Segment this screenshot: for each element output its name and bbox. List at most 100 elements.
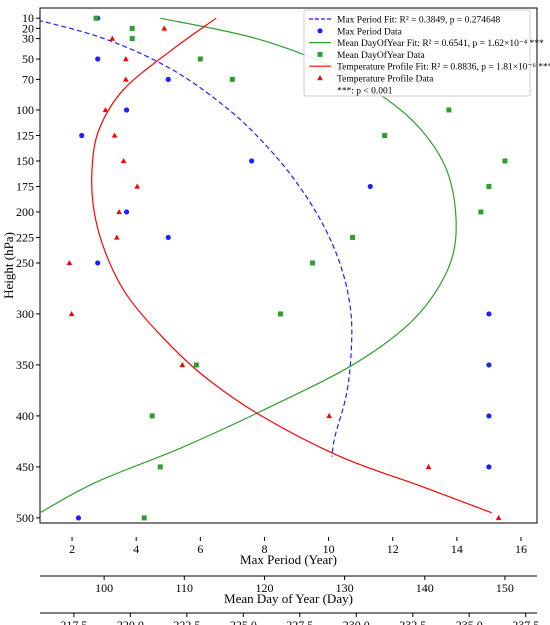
legend-key-marker xyxy=(317,51,323,57)
y-tick-label: 20 xyxy=(22,21,34,35)
mean-dayofyear-point xyxy=(129,36,135,42)
temperature-point xyxy=(116,208,122,215)
y-tick-label: 125 xyxy=(16,128,34,142)
legend-entry: Max Period Fit: R² = 0.3849, p = 0.27464… xyxy=(337,16,500,26)
x-tick-label-3: 227.5 xyxy=(286,618,313,625)
max-period-point xyxy=(486,413,492,419)
y-tick-label: 50 xyxy=(22,52,34,66)
max-period-point xyxy=(75,515,82,521)
y-tick-label: 250 xyxy=(16,256,34,270)
x-tick-label-2: 110 xyxy=(176,581,194,595)
y-tick-label: 350 xyxy=(16,358,34,372)
max-period-point xyxy=(486,464,492,470)
max-period-point xyxy=(486,362,492,368)
x-tick-label-3: 230.0 xyxy=(343,618,370,625)
x-tick-label-1: 4 xyxy=(133,542,139,556)
max-period-point xyxy=(123,107,130,113)
plot-frame xyxy=(39,7,538,524)
legend-entry: Temperature Profile Data xyxy=(337,74,434,85)
x-tick-label-3: 220.0 xyxy=(117,618,144,625)
mean-dayofyear-point xyxy=(157,464,163,470)
temperature-point xyxy=(326,412,332,419)
temperature-point xyxy=(425,463,432,470)
x-tick-label-3: 222.5 xyxy=(173,618,200,625)
x-tick-label-1: 14 xyxy=(451,542,463,556)
legend-key-marker xyxy=(317,75,323,81)
mean-dayofyear-point xyxy=(478,209,484,215)
y-tick-label: 500 xyxy=(16,511,34,525)
x-tick-label-2: 130 xyxy=(336,581,354,595)
legend-entry: Mean DayOfYear Fit: R² = 0.6541, p = 1.6… xyxy=(337,38,544,49)
y-axis-label: Height (hPa) xyxy=(1,232,16,299)
mean-dayofyear-point xyxy=(229,76,235,82)
legend-entry: Temperature Profile Fit: R² = 0.8836, p … xyxy=(337,62,550,73)
x-tick-label-3: 235.0 xyxy=(456,618,483,625)
temperature-point xyxy=(134,183,140,189)
temperature-point xyxy=(495,514,502,521)
mean-dayofyear-point xyxy=(277,311,283,317)
y-tick-label: 70 xyxy=(22,72,34,86)
x-tick-label-1: 8 xyxy=(261,542,267,556)
legend-entry: Mean DayOfYear Data xyxy=(337,50,425,61)
x-tick-label-2: 150 xyxy=(496,581,514,595)
x-axis-label-2: Mean Day of Year (Day) xyxy=(224,591,353,606)
mean-dayofyear-point xyxy=(129,25,135,31)
max-period-point xyxy=(249,158,255,164)
mean-dayofyear-point xyxy=(382,132,388,138)
y-tick-label: 400 xyxy=(16,409,34,423)
y-tick-label: 150 xyxy=(16,154,34,168)
mean-dayofyear-point xyxy=(93,15,99,21)
temperature-point xyxy=(120,157,127,164)
max-period-point xyxy=(123,209,130,215)
x-tick-label-1: 2 xyxy=(69,542,75,556)
temperature-point xyxy=(66,259,73,266)
temperature-point xyxy=(111,132,118,138)
legend-box xyxy=(303,9,531,97)
y-tick-label: 200 xyxy=(16,205,34,219)
x-tick-label-3: 225.0 xyxy=(230,618,257,625)
temperature-point xyxy=(123,55,129,62)
temperature-point xyxy=(123,76,129,82)
x-tick-label-3: 217.5 xyxy=(60,618,87,625)
y-tick-label: 10 xyxy=(22,11,34,25)
temperature-point xyxy=(114,234,120,240)
mean-dayofyear-point xyxy=(446,107,452,113)
y-tick-label: 100 xyxy=(16,103,34,117)
x-tick-label-3: 232.5 xyxy=(399,618,426,625)
x-tick-label-1: 6 xyxy=(197,542,203,556)
mean-dayofyear-point xyxy=(193,362,199,368)
max-period-point xyxy=(95,56,101,62)
mean-dayofyear-point xyxy=(149,413,155,419)
x-tick-label-2: 100 xyxy=(95,581,113,595)
temperature-fit-line xyxy=(91,17,493,514)
max-period-point xyxy=(367,183,373,190)
max-period-point xyxy=(165,76,171,82)
max-period-point xyxy=(486,311,492,317)
max-period-fit-line xyxy=(40,20,353,457)
mean-dayofyear-point xyxy=(141,515,147,521)
x-tick-label-2: 120 xyxy=(255,581,273,595)
mean-dayofyear-point xyxy=(486,183,492,189)
temperature-point xyxy=(68,310,75,317)
x-tick-label-3: 237.5 xyxy=(512,618,539,625)
legend-key-marker xyxy=(317,28,323,34)
y-tick-label: 225 xyxy=(16,230,34,244)
x-axis-label-1: Max Period (Year) xyxy=(240,552,337,567)
mean-dayofyear-point xyxy=(197,56,203,62)
y-tick-label: 175 xyxy=(16,179,34,193)
max-period-point xyxy=(79,132,85,139)
max-period-point xyxy=(165,234,171,241)
mean-dayofyear-point xyxy=(310,260,316,266)
temperature-point xyxy=(109,35,116,41)
x-tick-label-1: 16 xyxy=(515,542,527,556)
temperature-point xyxy=(179,361,186,368)
temperature-point xyxy=(161,25,168,31)
y-tick-label: 450 xyxy=(16,460,34,474)
mean-dayofyear-point xyxy=(350,234,356,240)
mean-dayofyear-point xyxy=(502,158,508,164)
y-tick-label: 30 xyxy=(22,32,34,46)
y-tick-label: 300 xyxy=(16,307,34,321)
max-period-point xyxy=(95,260,101,266)
legend-entry: ***: p < 0.001 xyxy=(337,86,393,96)
